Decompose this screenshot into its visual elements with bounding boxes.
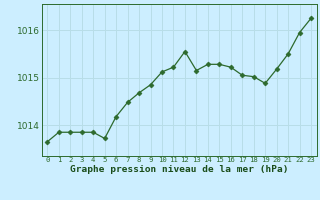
X-axis label: Graphe pression niveau de la mer (hPa): Graphe pression niveau de la mer (hPa) (70, 165, 288, 174)
